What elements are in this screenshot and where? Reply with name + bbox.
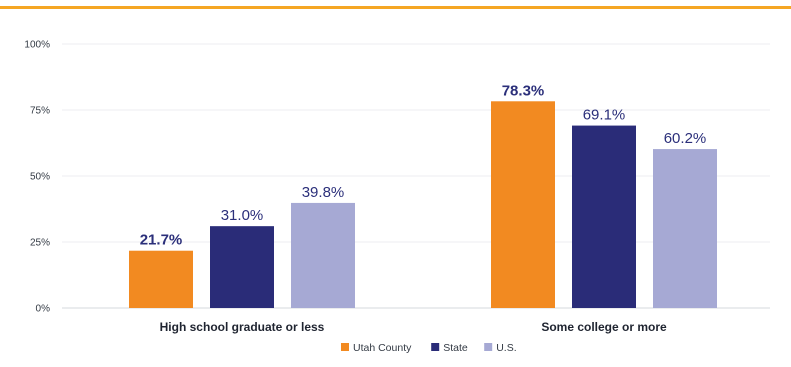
bar-value-label: 78.3% <box>502 82 545 99</box>
legend-swatch <box>431 343 440 351</box>
top-accent-rule <box>0 6 791 9</box>
bar <box>291 202 355 308</box>
bar <box>572 125 636 309</box>
bar <box>129 250 193 308</box>
bar-value-label: 60.2% <box>664 130 707 147</box>
category-label: High school graduate or less <box>160 320 325 334</box>
bar-value-label: 31.0% <box>221 207 264 224</box>
y-tick-label: 0% <box>36 304 51 315</box>
bar <box>210 226 274 308</box>
bar-value-label: 69.1% <box>583 107 626 124</box>
y-tick-label: 25% <box>30 238 50 249</box>
y-tick-label: 50% <box>30 172 50 183</box>
y-tick-label: 75% <box>30 106 50 117</box>
category-label: Some college or more <box>541 320 667 334</box>
bar-value-label: 39.8% <box>302 184 345 201</box>
y-tick-label: 100% <box>24 40 50 51</box>
legend-label: Utah County <box>353 342 412 354</box>
legend-swatch <box>484 343 493 351</box>
legend-swatch <box>341 343 349 351</box>
bar-value-label: 21.7% <box>140 232 183 249</box>
legend-label: State <box>443 342 468 354</box>
bar <box>653 149 717 308</box>
bar <box>491 101 555 309</box>
legend-label: U.S. <box>496 342 516 354</box>
